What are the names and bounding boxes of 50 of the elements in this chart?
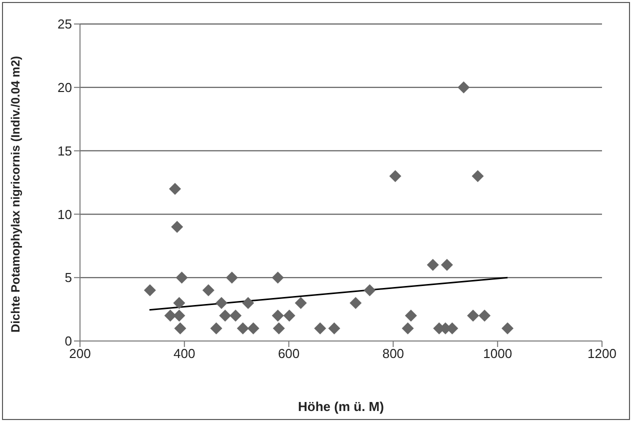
y-tick-label: 5 [64, 270, 72, 286]
point [272, 272, 284, 284]
point [472, 170, 484, 182]
point [173, 296, 186, 309]
point [467, 310, 480, 322]
point [328, 322, 340, 334]
point [173, 310, 186, 322]
x-tick-label: 200 [69, 346, 91, 362]
point [272, 310, 284, 322]
point [215, 296, 228, 309]
point [242, 296, 254, 309]
y-tick-label: 15 [58, 143, 72, 158]
point [174, 322, 186, 334]
point [426, 258, 439, 271]
y-tick-label: 10 [58, 206, 72, 222]
point [364, 284, 376, 296]
point [247, 322, 260, 334]
point [272, 322, 285, 334]
y-tick-label: 20 [58, 80, 72, 96]
point [350, 296, 362, 309]
point [171, 220, 184, 233]
point [402, 322, 414, 334]
point [389, 170, 402, 182]
y-axis-title: Dichte Potamophylax nigricornis (Indiv./0.04 m2) [8, 56, 22, 332]
x-axis-title: Höhe (m ü. M) [298, 399, 384, 414]
y-tick-label: 0 [64, 334, 72, 349]
point [478, 310, 491, 322]
point [202, 284, 214, 296]
x-tick-label: 1200 [588, 346, 616, 362]
point [226, 272, 238, 284]
point [440, 258, 453, 271]
point [176, 272, 188, 284]
point [502, 322, 514, 334]
x-tick-label: 600 [278, 346, 300, 362]
x-tick-label: 800 [382, 346, 404, 362]
x-tick-label: 1000 [483, 346, 512, 362]
point [404, 310, 417, 322]
point [230, 310, 242, 322]
point [458, 81, 470, 94]
point [210, 322, 222, 334]
point [283, 310, 296, 322]
point [314, 322, 326, 334]
point [236, 322, 249, 334]
x-tick-label: 400 [174, 346, 196, 362]
point [144, 284, 156, 296]
point [294, 296, 307, 309]
y-tick-label: 25 [58, 16, 72, 32]
point [219, 310, 232, 322]
point [169, 182, 182, 195]
point [164, 310, 176, 322]
